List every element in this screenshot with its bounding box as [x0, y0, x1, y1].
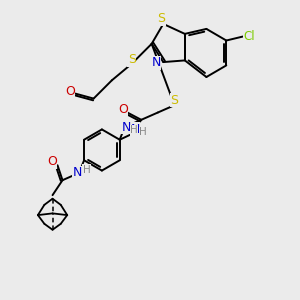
- Text: H: H: [139, 128, 147, 137]
- Text: N: N: [121, 121, 131, 134]
- Text: N: N: [73, 167, 83, 179]
- Text: S: S: [158, 12, 166, 26]
- Text: N: N: [130, 123, 140, 136]
- Text: H: H: [130, 125, 138, 135]
- Text: S: S: [128, 53, 136, 66]
- Text: O: O: [47, 155, 57, 168]
- Text: N: N: [151, 56, 161, 69]
- Text: O: O: [118, 103, 128, 116]
- Text: Cl: Cl: [244, 30, 255, 43]
- Text: H: H: [82, 165, 90, 175]
- Text: O: O: [65, 85, 75, 98]
- Text: S: S: [170, 94, 178, 107]
